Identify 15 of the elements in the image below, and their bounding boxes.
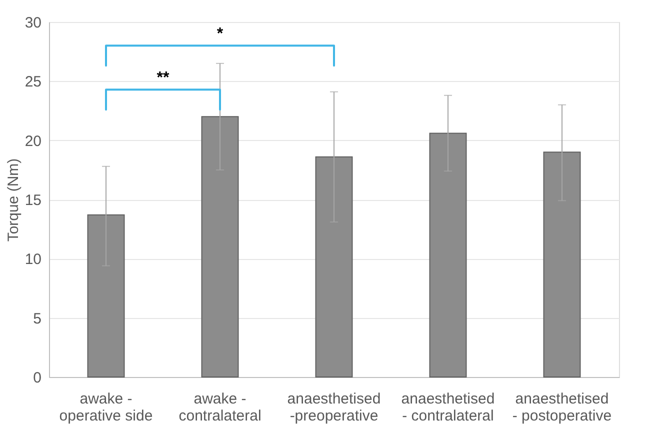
y-tick-label: 10 bbox=[24, 251, 42, 268]
y-tick-label: 15 bbox=[24, 192, 42, 209]
y-axis-title: Torque (Nm) bbox=[4, 158, 22, 242]
y-tick-label: 20 bbox=[24, 132, 42, 150]
y-tick-label: 5 bbox=[33, 310, 42, 328]
y-tick-label: 0 bbox=[33, 370, 42, 386]
x-tick-label: awake - contralateral bbox=[178, 390, 262, 424]
x-tick-label: anaesthetised - postoperative bbox=[512, 390, 612, 424]
y-tick-label: 25 bbox=[24, 74, 42, 91]
x-tick-label: awake - operative side bbox=[59, 390, 153, 424]
annotation: * bbox=[216, 26, 224, 43]
x-tick-label: anaesthetised - contralateral bbox=[401, 390, 495, 424]
annotation: ** bbox=[156, 70, 170, 87]
y-tick-label: 30 bbox=[24, 14, 42, 32]
x-tick-label: anaesthetised -preoperative bbox=[287, 390, 381, 424]
